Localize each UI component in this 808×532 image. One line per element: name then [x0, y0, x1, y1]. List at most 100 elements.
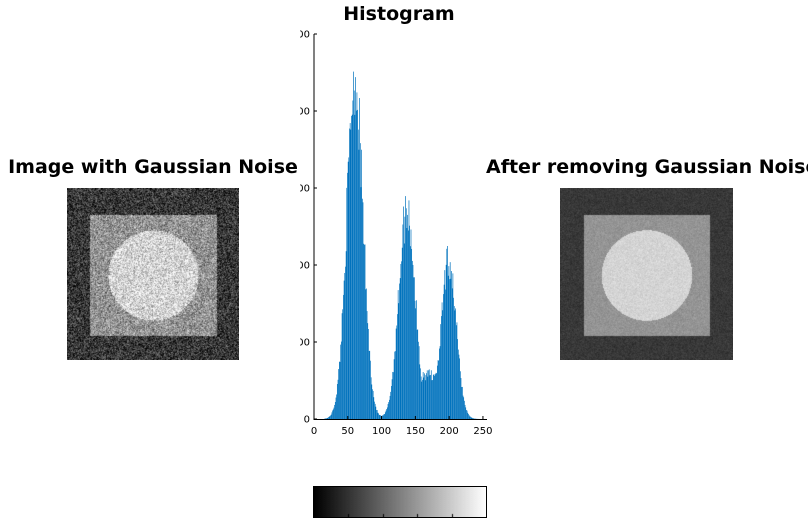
histogram-bar: [405, 208, 407, 419]
histogram-bar: [438, 360, 440, 419]
histogram-bar: [426, 373, 427, 419]
histogram-bar: [420, 368, 421, 419]
histogram-bar: [430, 374, 431, 419]
histogram-bar: [341, 341, 342, 419]
histogram-bar: [330, 415, 331, 419]
histogram-bar: [435, 372, 437, 419]
histogram-bar: [350, 129, 352, 420]
histogram-bar: [471, 417, 473, 419]
histogram-bar: [376, 410, 377, 419]
histogram-bar: [466, 410, 468, 419]
histogram-bar: [424, 380, 426, 419]
histogram-bar: [413, 277, 415, 419]
histogram-bar: [463, 397, 465, 419]
histogram-bar: [426, 370, 428, 419]
histogram-bar: [366, 311, 368, 419]
histogram-bar: [403, 206, 404, 419]
histogram-bar: [357, 109, 358, 419]
y-tick-label: 400: [300, 261, 310, 272]
histogram-bar: [409, 225, 410, 419]
x-tick-label: 0: [311, 426, 317, 437]
histogram-bar: [395, 351, 396, 419]
histogram-bar: [402, 224, 404, 419]
histogram-bar: [451, 288, 453, 419]
histogram-bar: [434, 374, 436, 419]
histogram-bar: [407, 230, 409, 419]
histogram-bar: [348, 157, 350, 419]
histogram-bar: [353, 71, 354, 420]
histogram-bar: [401, 261, 402, 419]
histogram-bar: [454, 310, 456, 419]
histogram-bar: [460, 378, 462, 419]
histogram-title: Histogram: [343, 3, 455, 25]
histogram-bar: [349, 128, 350, 419]
histogram-bar: [360, 187, 362, 419]
histogram-bar: [448, 266, 450, 419]
histogram-bar: [429, 375, 431, 419]
histogram-bar: [411, 260, 413, 419]
histogram-bar: [374, 403, 376, 419]
histogram-bar: [415, 308, 417, 419]
histogram-bar: [418, 346, 420, 419]
histogram-bar: [449, 279, 450, 419]
histogram-bar: [374, 401, 375, 419]
histogram-bar: [339, 361, 341, 419]
histogram-bar: [326, 418, 327, 419]
histogram-bar: [382, 415, 384, 419]
histogram-bar: [385, 410, 387, 419]
y-tick-label: 1000: [300, 30, 310, 41]
histogram-bar: [446, 248, 448, 419]
histogram-bar: [375, 406, 377, 419]
histogram-bar: [376, 410, 378, 419]
histogram-bar: [403, 243, 405, 419]
histogram-bar: [428, 369, 430, 419]
noisy-image: [67, 188, 239, 360]
histogram-bar: [400, 264, 402, 419]
histogram-bar: [395, 328, 397, 419]
histogram-bar: [336, 394, 337, 419]
histogram-bar: [432, 374, 434, 419]
x-tick-label: 50: [341, 426, 354, 437]
histogram-bar: [378, 413, 379, 419]
histogram-bar: [333, 407, 335, 419]
histogram-bar: [468, 413, 469, 419]
histogram-bar: [379, 415, 381, 419]
histogram-bar: [468, 415, 470, 419]
histogram-bar: [447, 246, 448, 419]
histogram-bar: [334, 402, 336, 419]
histogram-bar: [397, 290, 399, 419]
histogram-bar: [353, 90, 355, 419]
histogram-bar: [361, 149, 362, 419]
histogram-bar: [327, 417, 329, 419]
histogram-ticks: 0 200 400 600 800 1000 0 50 100 150 200 250: [300, 30, 492, 438]
histogram-bar: [372, 389, 373, 419]
histogram-bar: [355, 77, 356, 419]
histogram-bar: [419, 364, 421, 419]
histogram-bar: [391, 379, 393, 419]
histogram-bar: [347, 161, 349, 419]
histogram-bar: [331, 412, 333, 419]
histogram-bar: [455, 308, 456, 419]
histogram-bar: [461, 387, 463, 419]
histogram-bar: [434, 375, 435, 419]
histogram-bar: [407, 214, 408, 419]
histogram-bar: [447, 275, 449, 419]
histogram-bar: [442, 310, 444, 419]
histogram-bar: [439, 348, 440, 419]
histogram-bar: [392, 371, 394, 419]
histogram-bar: [422, 372, 424, 419]
histogram-bar: [409, 246, 411, 419]
histogram-bar: [439, 346, 441, 419]
histogram-bar: [421, 381, 423, 419]
histogram-bar: [412, 264, 414, 419]
histogram-bar: [357, 129, 359, 419]
histogram-bar: [444, 270, 446, 419]
histogram-bar: [443, 284, 445, 419]
left-image-title: Image with Gaussian Noise: [8, 156, 298, 178]
histogram-bar: [436, 373, 438, 419]
histogram-bar: [472, 418, 474, 419]
x-tick-label: 100: [372, 426, 391, 437]
histogram-bar: [455, 325, 457, 419]
histogram-bar: [363, 243, 365, 419]
histogram-bar: [337, 379, 339, 419]
